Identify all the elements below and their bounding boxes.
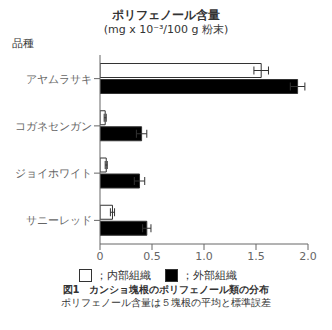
svg-text:アヤムラサキ: アヤムラサキ bbox=[26, 73, 92, 86]
html-text:(mg x 10⁻³/100 g 粉末): (mg x 10⁻³/100 g 粉末) bbox=[103, 23, 229, 36]
html-text:品種: 品種 bbox=[12, 37, 34, 50]
html-text:；外部組織: ；外部組織 bbox=[182, 269, 237, 282]
html-text:図1 カンショ塊根のポリフェノール類の分布: 図1 カンショ塊根のポリフェノール類の分布 bbox=[62, 284, 270, 295]
svg-text:0: 0 bbox=[97, 250, 104, 263]
svg-text:ジョイホワイト: ジョイホワイト bbox=[15, 167, 92, 180]
svg-text:1.5: 1.5 bbox=[247, 250, 265, 263]
html-text:；内部組織: ；内部組織 bbox=[96, 269, 151, 282]
svg-text:サニーレッド: サニーレッド bbox=[26, 214, 92, 227]
svg-text:2.0: 2.0 bbox=[299, 250, 317, 263]
svg-text:0.5: 0.5 bbox=[143, 250, 161, 263]
html-text:ポリフェノール含量は５塊根の平均と標準誤差: ポリフェノール含量は５塊根の平均と標準誤差 bbox=[61, 297, 271, 308]
svg-text:1.0: 1.0 bbox=[195, 250, 213, 263]
svg-text:コガネセンガン: コガネセンガン bbox=[15, 120, 92, 133]
html-text:ポリフェノール含量: ポリフェノール含量 bbox=[112, 8, 220, 22]
